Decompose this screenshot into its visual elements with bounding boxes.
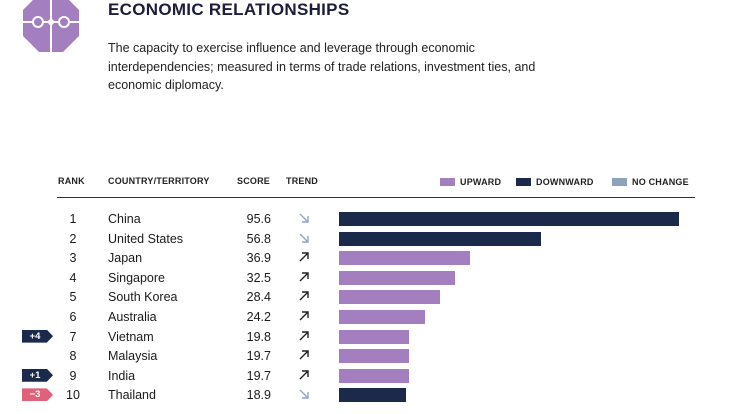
country-name: South Korea xyxy=(108,290,178,305)
score-value: 24.2 xyxy=(246,310,271,324)
legend-no-change-label: NO CHANGE xyxy=(632,176,689,187)
country-name: United States xyxy=(108,231,184,246)
table-row: 1 China 95.6 xyxy=(0,209,729,229)
trend-up-arrow-icon xyxy=(299,311,309,321)
country-name: Thailand xyxy=(108,388,156,403)
score-value: 28.4 xyxy=(246,290,271,305)
score-value: 19.7 xyxy=(246,368,271,383)
rank-value: 1 xyxy=(69,212,77,226)
legend-no-change: NO CHANGE xyxy=(612,176,689,187)
score-bar xyxy=(339,349,410,364)
legend-upward-label: UPWARD xyxy=(460,176,502,187)
table-row: 8 Malaysia 19.7 xyxy=(0,346,729,366)
score-column-header: SCORE xyxy=(237,176,271,186)
country-name: Singapore xyxy=(108,270,165,285)
score-bar xyxy=(339,290,441,305)
table-row: 3 Japan 36.9 xyxy=(0,248,729,268)
legend-upward-swatch xyxy=(440,177,455,186)
table-row: +1 9 India 19.7 xyxy=(0,366,729,386)
table-row: 2 United States 56.8 xyxy=(0,229,729,249)
legend-upward: UPWARD xyxy=(440,176,501,187)
economic-relationships-icon xyxy=(23,0,79,52)
trend-column-header: TREND xyxy=(286,176,318,186)
rank-value: 8 xyxy=(69,349,77,364)
trend-up-arrow-icon xyxy=(299,350,309,360)
score-bar xyxy=(339,231,542,246)
table-row: −3 10 Thailand 18.9 xyxy=(0,385,729,405)
table-row: 5 South Korea 28.4 xyxy=(0,287,729,307)
rank-change-badge: −3 xyxy=(22,388,53,402)
rank-value: 7 xyxy=(69,329,77,344)
score-value: 18.9 xyxy=(246,388,271,403)
trend-down-arrow-icon xyxy=(299,389,309,400)
rank-value: 10 xyxy=(66,388,80,403)
rank-value: 9 xyxy=(69,368,77,383)
score-value: 32.5 xyxy=(246,270,271,285)
table-row: 6 Australia 24.2 xyxy=(0,307,729,327)
legend-no-change-swatch xyxy=(612,177,627,186)
rank-change-badge: +4 xyxy=(22,329,53,343)
score-value: 56.8 xyxy=(246,231,271,246)
country-name: Malaysia xyxy=(108,349,158,364)
country-name: Japan xyxy=(108,251,143,266)
country-name: Australia xyxy=(108,310,157,324)
rank-value: 6 xyxy=(69,310,77,324)
score-bar xyxy=(339,251,471,266)
header-divider xyxy=(57,197,695,198)
score-value: 36.9 xyxy=(246,251,271,266)
trend-up-arrow-icon xyxy=(299,330,309,341)
trend-up-arrow-icon xyxy=(299,370,309,380)
score-bar xyxy=(339,329,410,344)
score-bar xyxy=(339,212,680,226)
table-row: 4 Singapore 32.5 xyxy=(0,268,729,288)
trend-up-arrow-icon xyxy=(299,291,309,301)
legend-downward-swatch xyxy=(516,177,531,186)
legend-downward-label: DOWNWARD xyxy=(536,176,594,187)
score-value: 95.6 xyxy=(246,212,271,226)
trend-up-arrow-icon xyxy=(299,252,309,262)
trend-down-arrow-icon xyxy=(299,213,309,223)
score-bar xyxy=(339,368,410,383)
country-name: Vietnam xyxy=(108,329,154,344)
rank-value: 2 xyxy=(69,231,77,246)
score-bar xyxy=(339,388,407,403)
rank-value: 3 xyxy=(69,251,77,266)
legend-downward: DOWNWARD xyxy=(516,176,594,187)
table-row: +4 7 Vietnam 19.8 xyxy=(0,327,729,347)
chart-description: The capacity to exercise influence and l… xyxy=(108,41,536,92)
rank-value: 4 xyxy=(69,270,77,285)
trend-down-arrow-icon xyxy=(299,233,309,243)
rank-column-header: RANK xyxy=(58,176,85,186)
trend-up-arrow-icon xyxy=(299,272,309,282)
rank-value: 5 xyxy=(69,290,77,305)
rank-change-badge: +1 xyxy=(22,368,53,382)
score-value: 19.8 xyxy=(246,329,271,344)
score-value: 19.7 xyxy=(246,349,271,364)
country-name: India xyxy=(108,368,136,383)
score-bar xyxy=(339,310,426,324)
score-bar xyxy=(339,270,455,285)
country-name: China xyxy=(108,212,141,226)
chart-title: ECONOMIC RELATIONSHIPS xyxy=(108,0,350,19)
country-column-header: COUNTRY/TERRITORY xyxy=(108,176,210,186)
